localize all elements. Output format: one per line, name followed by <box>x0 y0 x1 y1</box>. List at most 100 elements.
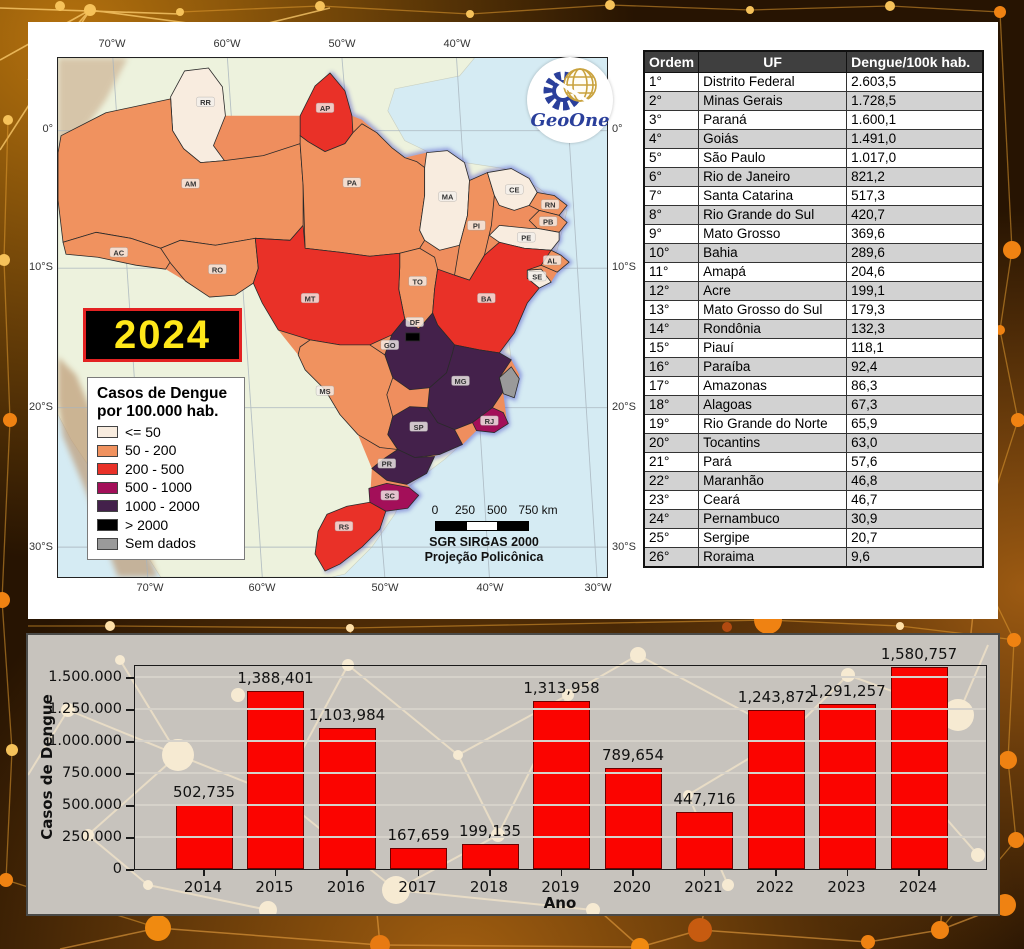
table-cell: 118,1 <box>846 337 984 358</box>
state-label-AC: AC <box>109 247 128 257</box>
table-cell: 26° <box>643 546 700 567</box>
bar-2019 <box>533 700 590 869</box>
y-tick-label: 250.000 <box>62 829 122 845</box>
table-header-row: Ordem UF Dengue/100k hab. <box>643 50 984 73</box>
table-cell: 23° <box>643 489 700 510</box>
table-row: 25° Sergipe 20,7 <box>643 527 984 548</box>
svg-text:BA: BA <box>481 294 492 303</box>
table-row: 7° Santa Catarina 517,3 <box>643 185 984 206</box>
y-tick-mark <box>126 741 134 743</box>
table-cell: Bahia <box>698 242 848 263</box>
table-row: 5° São Paulo 1.017,0 <box>643 147 984 168</box>
legend-item: 200 - 500 <box>97 461 235 477</box>
state-label-PR: PR <box>377 458 396 469</box>
state-MT <box>252 224 406 346</box>
table-cell: 5° <box>643 147 700 168</box>
state-label-GO: GO <box>380 339 399 350</box>
table-cell: 3° <box>643 109 700 130</box>
table-header-cell: UF <box>698 50 848 73</box>
table-cell: Rio de Janeiro <box>698 166 848 187</box>
legend-item: 500 - 1000 <box>97 480 235 495</box>
state-label-SE: SE <box>528 271 547 281</box>
bar-value-label: 199,135 <box>458 821 522 840</box>
x-tick-label: 2024 <box>898 878 938 896</box>
table-cell: Minas Gerais <box>698 90 848 111</box>
gridline <box>135 772 986 775</box>
table-cell: Distrito Federal <box>698 71 848 92</box>
x-tick-label: 2023 <box>827 878 866 896</box>
bar-value-label: 1,291,257 <box>809 681 886 700</box>
table-cell: 204,6 <box>846 261 984 282</box>
bar-value-label: 167,659 <box>387 825 450 844</box>
legend-swatch <box>97 519 118 532</box>
table-cell: Rio Grande do Sul <box>698 204 848 225</box>
state-PR <box>371 449 436 485</box>
table-cell: Amazonas <box>698 375 848 396</box>
x-tick-label: 2014 <box>183 878 223 896</box>
table-cell: 46,7 <box>846 489 984 510</box>
x-tick-mark <box>846 870 849 876</box>
table-cell: Roraima <box>698 546 848 567</box>
gridline <box>135 676 986 679</box>
bar-value-label: 1,243,872 <box>737 687 815 706</box>
table-cell: 132,3 <box>846 318 984 339</box>
svg-text:RO: RO <box>212 265 223 274</box>
table-row: 15° Piauí 118,1 <box>643 337 984 358</box>
table-cell: 20° <box>643 432 700 453</box>
svg-text:AP: AP <box>320 104 330 113</box>
table-cell: 46,8 <box>846 470 984 491</box>
svg-text:MT: MT <box>305 294 316 303</box>
coordinate-label: 10°S <box>612 261 636 273</box>
table-row: 22° Maranhão 46,8 <box>643 470 984 491</box>
state-labels: RR AP AM PA MA PI CE RN PB PE AL SE AC RO TO BA MT GO DF MS… <box>109 96 562 531</box>
scale-segment <box>466 522 498 530</box>
y-tick-mark <box>126 805 134 807</box>
state-label-AP: AP <box>315 102 335 113</box>
coordinate-label: 50°W <box>371 582 399 594</box>
legend-swatch <box>97 426 118 439</box>
table-header-cell: Ordem <box>643 50 700 73</box>
y-tick-label: 1.250.000 <box>48 701 122 718</box>
projection-line2: Projeção Policônica <box>424 550 544 564</box>
map-and-table-panel: RR AP AM PA MA PI CE RN PB PE AL SE AC RO TO BA MT GO DF MS… <box>28 22 998 619</box>
geoone-logo-graphic: GeoOne <box>530 68 610 131</box>
ranking-table: Ordem UF Dengue/100k hab. 1° Distrito Feder… <box>643 50 984 568</box>
x-tick-label: 2016 <box>326 878 366 896</box>
x-tick-mark <box>918 870 920 876</box>
state-label-MT: MT <box>300 293 320 303</box>
table-header-cell: Dengue/100k hab. <box>846 50 984 73</box>
state-label-RR: RR <box>196 96 215 107</box>
x-tick-label: 2015 <box>255 878 294 896</box>
table-cell: Pernambuco <box>698 508 848 529</box>
states <box>58 67 570 572</box>
table-cell: Paraná <box>698 109 848 130</box>
brazil-choropleth-map: RR AP AM PA MA PI CE RN PB PE AL SE AC RO TO BA MT GO DF MS… <box>57 57 608 578</box>
svg-text:CE: CE <box>509 186 519 195</box>
bar-value-label: 789,654 <box>601 745 665 764</box>
scale-bar <box>435 521 529 531</box>
table-cell: 63,0 <box>846 432 984 453</box>
coordinate-label: 0° <box>42 123 53 135</box>
table-cell: Tocantins <box>698 432 848 453</box>
scale-tick-label: 250 <box>454 503 476 517</box>
table-row: 19° Rio Grande do Norte 65,9 <box>643 413 984 434</box>
bar-value-label: 1,388,401 <box>237 669 314 688</box>
bar-2021 <box>676 811 733 869</box>
table-row: 14° Rondônia 132,3 <box>643 318 984 339</box>
table-row: 20° Tocantins 63,0 <box>643 432 984 453</box>
x-tick-mark <box>703 870 706 876</box>
svg-text:SE: SE <box>532 272 542 281</box>
table-row: 8° Rio Grande do Sul 420,7 <box>643 204 984 225</box>
table-cell: 21° <box>643 451 700 472</box>
table-cell: 10° <box>643 242 700 263</box>
table-cell: 67,3 <box>846 394 984 415</box>
table-cell: 1.600,1 <box>846 109 984 130</box>
table-cell: 6° <box>643 166 700 187</box>
legend-label: Sem dados <box>125 535 196 552</box>
bar-2022 <box>747 709 805 869</box>
coordinate-label: 20°S <box>29 401 53 413</box>
state-label-RJ: RJ <box>480 415 499 426</box>
state-label-PI: PI <box>467 220 486 231</box>
coordinate-label: 30°W <box>584 582 612 594</box>
table-cell: 14° <box>643 318 700 339</box>
